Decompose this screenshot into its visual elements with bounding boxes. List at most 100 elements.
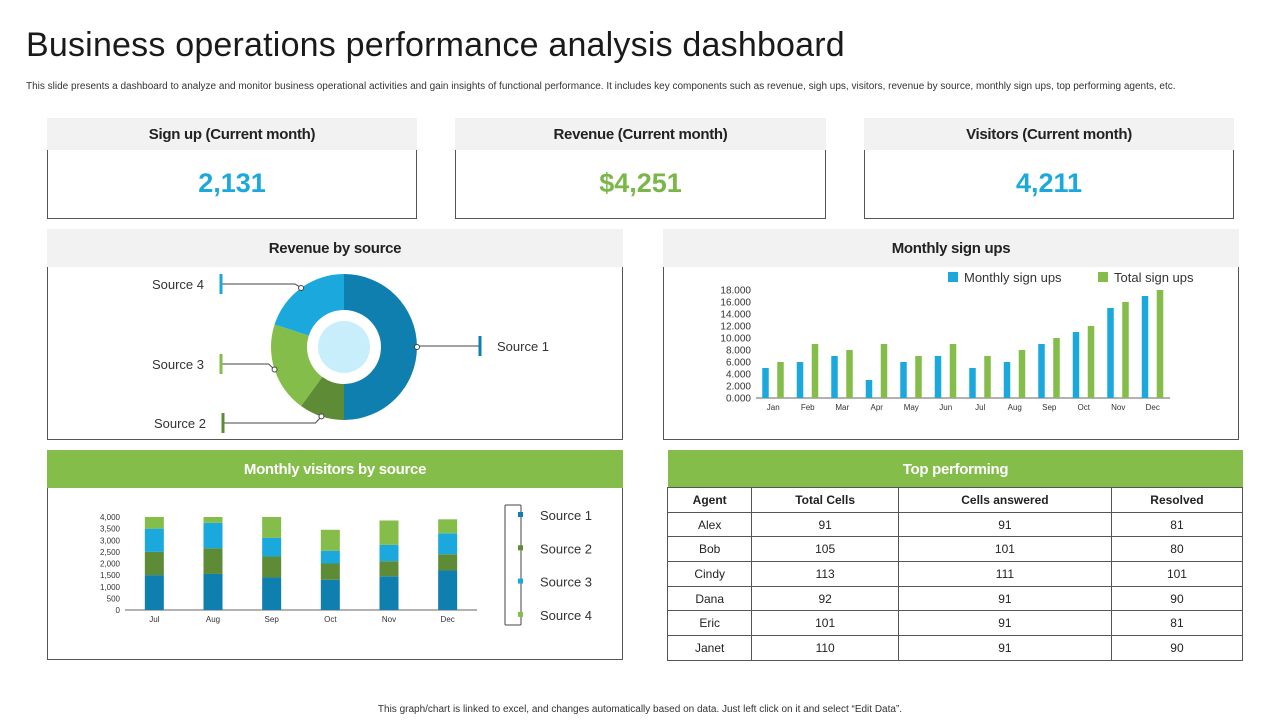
y-tick-label: 4.000 bbox=[726, 370, 751, 381]
y-tick-label: 16.000 bbox=[720, 298, 751, 309]
stacked-bar-segment bbox=[320, 563, 340, 580]
table-cell: 101 bbox=[1110, 561, 1244, 587]
x-tick-label: Oct bbox=[324, 615, 337, 624]
donut-leader-dot bbox=[298, 284, 305, 291]
bar bbox=[1053, 338, 1060, 398]
bar bbox=[1018, 350, 1026, 398]
kpi-value-revenue: $4,251 bbox=[599, 168, 682, 198]
x-tick-label: May bbox=[904, 403, 919, 412]
legend-label: Source 4 bbox=[540, 608, 592, 623]
x-tick-label: Nov bbox=[382, 615, 396, 624]
legend-swatch bbox=[518, 611, 523, 617]
table-cell: Bob bbox=[666, 536, 753, 563]
donut-leader-line bbox=[416, 345, 480, 347]
bar bbox=[1087, 326, 1095, 398]
table-cell: 80 bbox=[1110, 536, 1244, 563]
bar bbox=[811, 344, 819, 398]
table-row: Bob 105 101 80 bbox=[666, 536, 1244, 563]
donut-label: Source 4 bbox=[152, 277, 204, 292]
table-cell: 101 bbox=[897, 536, 1112, 563]
x-tick-label: Sep bbox=[265, 615, 280, 624]
legend-swatch bbox=[518, 512, 523, 517]
stacked-bar-segment bbox=[203, 522, 223, 549]
legend-bracket bbox=[504, 504, 522, 626]
stacked-bar-segment bbox=[438, 533, 458, 555]
donut-leader-line bbox=[221, 283, 302, 289]
bar bbox=[865, 380, 873, 398]
x-tick-label: Mar bbox=[835, 403, 849, 412]
y-tick-label: 2.000 bbox=[726, 382, 751, 393]
table-cell: 113 bbox=[751, 561, 899, 587]
legend-label: Monthly sign ups bbox=[964, 270, 1062, 285]
table-cell: 90 bbox=[1110, 585, 1244, 612]
y-tick-label: 4,000 bbox=[100, 513, 121, 522]
table-cell: 91 bbox=[897, 511, 1112, 538]
monthly-visitors-chart: 0 500 1,000 1,500 2,000 2,500 3,000 3,500 4,000 J… bbox=[100, 504, 592, 626]
donut-legend-marker bbox=[221, 413, 225, 433]
table-cell: 105 bbox=[751, 536, 899, 563]
y-tick-label: 2,000 bbox=[100, 560, 121, 569]
donut-leader-dot bbox=[318, 413, 325, 420]
x-tick-label: Aug bbox=[206, 615, 220, 624]
bar bbox=[1122, 302, 1129, 398]
donut-legend-marker bbox=[219, 274, 223, 294]
table-cell: 111 bbox=[897, 561, 1112, 587]
table-cell: Alex bbox=[666, 511, 753, 538]
stacked-bar-segment bbox=[144, 528, 164, 552]
y-tick-label: 8.000 bbox=[726, 346, 751, 357]
bar bbox=[796, 362, 804, 398]
legend-label: Total sign ups bbox=[1114, 270, 1194, 285]
table-cell: Cindy bbox=[666, 561, 753, 587]
table-row: Janet 110 91 90 bbox=[666, 635, 1244, 661]
bar bbox=[1156, 290, 1164, 398]
bar bbox=[1072, 332, 1080, 398]
x-tick-label: Feb bbox=[801, 403, 815, 412]
column-header-total-cells: Total Cells bbox=[751, 487, 899, 513]
column-header-cells-answered: Cells answered bbox=[897, 487, 1112, 513]
legend-swatch bbox=[518, 578, 523, 584]
stacked-bar-segment bbox=[320, 529, 340, 551]
stacked-bar-segment bbox=[320, 579, 340, 610]
top-performing-header: Top performing bbox=[668, 450, 1243, 488]
y-tick-label: 14.000 bbox=[720, 310, 751, 321]
bar bbox=[762, 368, 769, 398]
table-row: Alex 91 91 81 bbox=[666, 511, 1244, 538]
table-row: Cindy 113 111 101 bbox=[666, 561, 1244, 587]
bar bbox=[1003, 362, 1011, 398]
bar bbox=[777, 362, 784, 398]
x-tick-label: Dec bbox=[441, 615, 455, 624]
table-header-row: Agent Total Cells Cells answered Resolve… bbox=[666, 487, 1244, 513]
donut-label: Source 1 bbox=[497, 339, 549, 354]
stacked-bar-segment bbox=[203, 573, 223, 610]
donut-leader-line bbox=[221, 363, 275, 370]
stacked-bar-segment bbox=[379, 561, 399, 577]
donut-leader-line bbox=[223, 416, 322, 424]
table-cell: 90 bbox=[1110, 635, 1244, 661]
stacked-bar-segment bbox=[320, 550, 340, 564]
y-tick-label: 500 bbox=[107, 594, 121, 603]
table-cell: 91 bbox=[751, 511, 899, 538]
table-row: Dana 92 91 90 bbox=[666, 585, 1244, 612]
bar bbox=[949, 344, 957, 398]
stacked-bar-segment bbox=[262, 577, 282, 610]
stacked-bar-segment bbox=[144, 575, 164, 610]
table-cell: 92 bbox=[751, 585, 899, 612]
donut-legend-marker bbox=[219, 354, 223, 374]
stacked-bar-segment bbox=[262, 517, 282, 538]
legend-label: Source 3 bbox=[540, 575, 592, 590]
bar bbox=[1141, 296, 1149, 398]
y-tick-label: 2,500 bbox=[100, 548, 121, 557]
column-header-agent: Agent bbox=[666, 487, 753, 513]
y-tick-label: 3,500 bbox=[100, 525, 121, 534]
stacked-bar-segment bbox=[203, 517, 223, 523]
table-cell: 81 bbox=[1110, 511, 1244, 538]
donut-leader-dot bbox=[271, 366, 278, 373]
kpi-header-visitors: Visitors (Current month) bbox=[864, 118, 1234, 150]
stacked-bar-segment bbox=[144, 517, 164, 529]
bar bbox=[984, 356, 991, 398]
table-cell: 101 bbox=[751, 610, 899, 637]
bar bbox=[915, 356, 922, 398]
stacked-bar-segment bbox=[438, 554, 458, 571]
top-performing-table: Agent Total Cells Cells answered Resolve… bbox=[666, 487, 1244, 661]
stacked-bar-segment bbox=[438, 570, 458, 610]
